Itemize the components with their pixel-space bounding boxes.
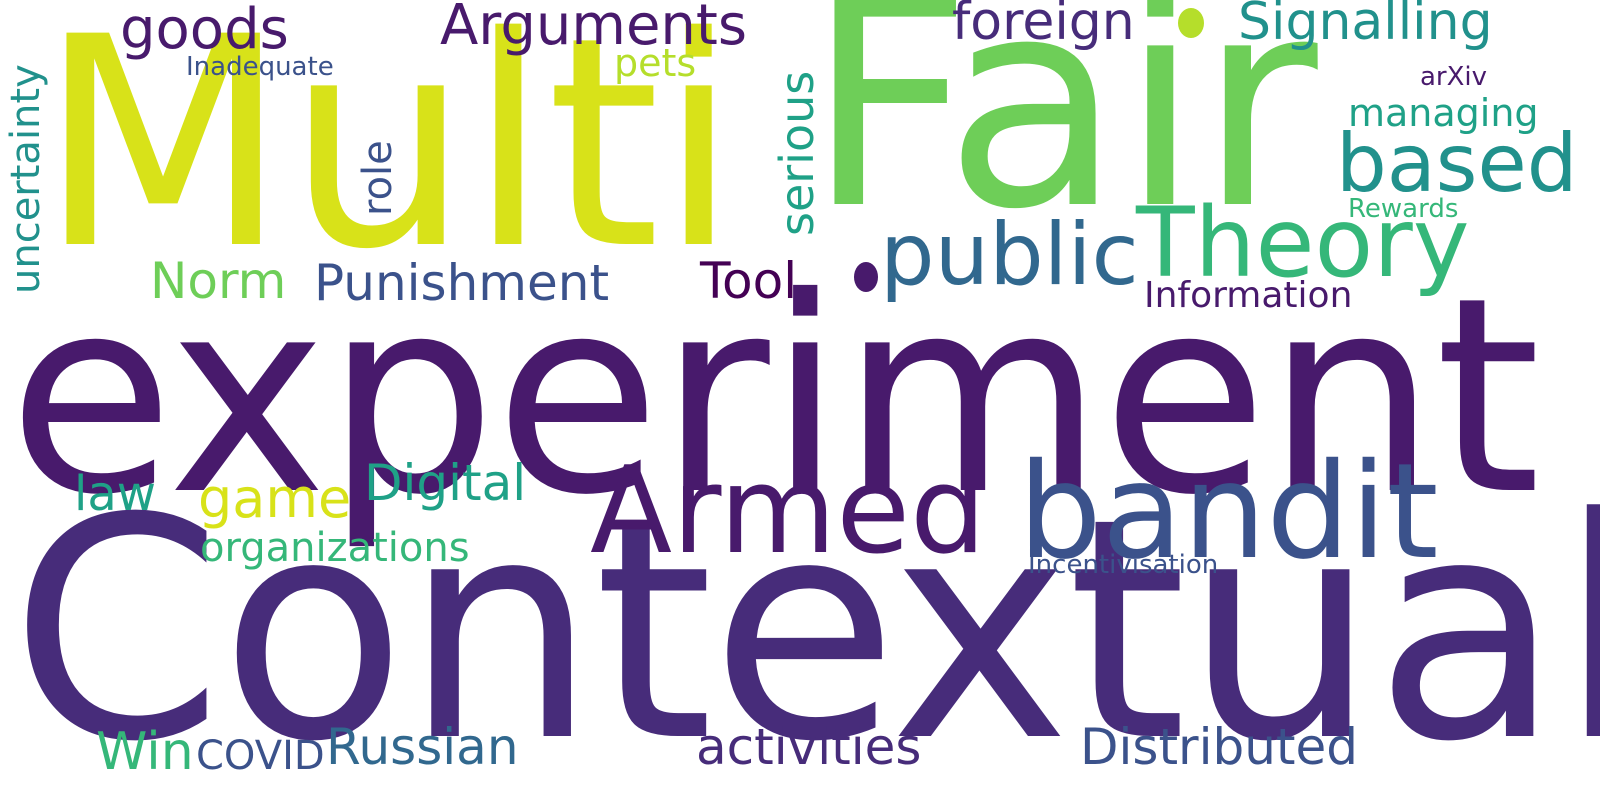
word-covid: COVID (196, 733, 325, 779)
dot-mark-upper (1178, 8, 1204, 38)
word-information: Information (1144, 275, 1353, 316)
word-contextual: Contextual (10, 453, 1600, 800)
word-game: game (198, 467, 352, 530)
dot-mark-middle (854, 262, 878, 292)
word-public: public (880, 205, 1139, 305)
word-distributed: Distributed (1080, 718, 1359, 776)
word-multi: Multi (38, 0, 739, 313)
word-law: law (74, 466, 157, 522)
word-serious: serious (770, 70, 824, 236)
word-digital: Digital (364, 454, 527, 512)
word-organizations: organizations (200, 525, 470, 571)
word-fair: Fair (806, 0, 1318, 273)
word-managing: managing (1348, 91, 1539, 135)
word-theory: Theory (1136, 187, 1470, 299)
word-incentivisation: Incentivisation (1028, 550, 1219, 580)
word-based: based (1336, 117, 1578, 210)
word-norm: Norm (150, 252, 287, 310)
word-russian: Russian (326, 718, 519, 776)
word-tool: Tool (700, 252, 798, 310)
word-inadequate: Inadequate (186, 52, 334, 82)
word-pets: pets (614, 41, 697, 85)
word-goods: goods (120, 0, 289, 62)
word-activities: activities (696, 718, 922, 776)
word-arguments: Arguments (440, 0, 748, 58)
word-foreign: foreign (952, 0, 1135, 52)
word-signalling: Signalling (1238, 0, 1493, 52)
word-arxiv: arXiv (1420, 62, 1488, 92)
word-experiment: experiment (8, 239, 1541, 554)
word-punishment: Punishment (314, 254, 610, 312)
word-role: role (355, 140, 401, 216)
word-win: Win (96, 722, 194, 782)
word-uncertainty: uncertainty (3, 64, 49, 294)
word-bandit: bandit (1018, 435, 1439, 589)
word-armed: Armed (590, 442, 987, 581)
word-rewards: Rewards (1348, 194, 1459, 224)
